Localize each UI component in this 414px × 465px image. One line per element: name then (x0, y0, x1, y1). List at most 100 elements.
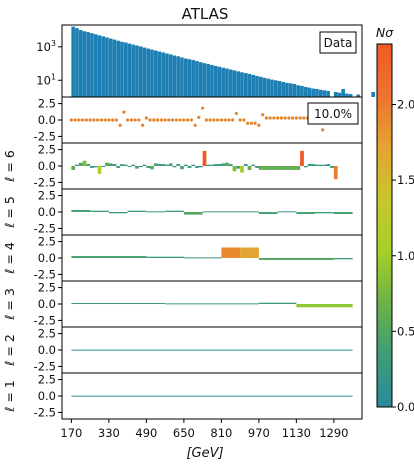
harmonic-label: ℓ = 1 (2, 380, 17, 413)
harmonic-bar (330, 166, 334, 168)
histogram-bar (266, 78, 270, 97)
data-point (133, 118, 137, 122)
data-point (257, 123, 261, 127)
harmonic-bar (195, 166, 199, 168)
histogram-bar (146, 48, 150, 97)
colorbar-tick-label: 1.5 (397, 173, 414, 187)
harmonic-bar (168, 163, 173, 166)
data-point (189, 118, 193, 122)
histogram-bar (198, 62, 203, 97)
x-tick-label: 1290 (319, 426, 348, 440)
data-point (279, 116, 283, 120)
y-tick-label: 0.0 (38, 343, 56, 357)
colorbar: 0.0 0.5 1.0 1.5 2.0 Nσ (376, 25, 414, 414)
data-point (88, 118, 92, 122)
data-point (231, 118, 235, 122)
harmonic-bar (315, 212, 334, 214)
harmonic-label: ℓ = 6 (2, 150, 17, 183)
histogram-bar (210, 64, 214, 97)
histogram-bar (262, 77, 267, 97)
histogram-bar (300, 85, 304, 97)
histogram-bar (217, 66, 222, 97)
histogram-bar (82, 31, 87, 98)
harmonic-bar (315, 164, 319, 166)
data-point (111, 118, 115, 122)
histogram-bar (127, 43, 132, 97)
data-point (253, 121, 257, 125)
harmonic-bar (146, 211, 166, 213)
histogram-bar (165, 53, 169, 97)
histogram-bar (135, 45, 139, 97)
harmonic-bar (285, 166, 289, 170)
histogram-bar (150, 49, 154, 97)
histogram-bar (202, 63, 207, 97)
y-tick-label: 2.5 (38, 373, 56, 387)
data-point (193, 123, 197, 127)
harmonic-bar (281, 166, 286, 170)
data-point (287, 116, 291, 120)
colorbar-gradient (376, 43, 393, 408)
x-tick-label: 650 (173, 426, 195, 440)
data-point (92, 118, 96, 122)
y-tick-label: 103 (36, 39, 56, 54)
harmonic-bar (292, 166, 297, 170)
histogram-bar (348, 94, 353, 97)
data-point (129, 118, 133, 122)
harmonic-bar (296, 212, 316, 214)
harmonic-bar (270, 166, 274, 170)
histogram-bar (341, 89, 345, 97)
harmonic-bar (183, 257, 222, 259)
harmonic-label: ℓ = 2 (2, 334, 17, 367)
harmonic-bar (258, 302, 297, 304)
harmonic-bar (210, 164, 214, 166)
harmonic-bar (71, 303, 166, 305)
harmonic-bar (258, 258, 297, 260)
data-point (137, 118, 141, 122)
harmonic-bar (228, 164, 233, 166)
harmonic-bar (296, 166, 301, 170)
data-point (84, 118, 88, 122)
data-point (302, 116, 306, 120)
histogram-bar (172, 55, 177, 97)
x-tick-label: 1130 (282, 426, 311, 440)
histogram-bar (270, 79, 274, 97)
y-tick-label: -2.5 (34, 313, 56, 327)
harmonic-bar (123, 164, 128, 166)
data-point (126, 118, 130, 122)
histogram-bar (71, 26, 75, 97)
harmonic-bar (221, 163, 226, 166)
harmonic-bar (225, 162, 229, 166)
histogram-bar (356, 94, 360, 97)
harmonic-bar (266, 166, 271, 170)
histogram-bar (318, 89, 323, 97)
harmonic-bar (97, 166, 102, 174)
harmonic-bar (157, 164, 162, 166)
data-point (152, 118, 156, 122)
harmonic-bar (300, 150, 304, 166)
y-tick-label: 0.0 (38, 389, 56, 403)
data-point (219, 118, 223, 122)
y-tick-label: -2.5 (34, 129, 56, 143)
harmonic-bar (131, 164, 136, 166)
data-point (171, 118, 175, 122)
histogram-bar (322, 90, 327, 97)
harmonic-bar (146, 256, 184, 258)
histogram-bar (225, 68, 229, 97)
harmonic-bar (240, 247, 259, 258)
x-tick-label: 970 (248, 426, 270, 440)
data-point (261, 113, 265, 117)
data-point (73, 118, 77, 122)
data-point (268, 116, 272, 120)
histogram-bar (228, 69, 233, 97)
data-point (276, 116, 280, 120)
harmonic-bar (90, 166, 94, 168)
data-point (103, 118, 107, 122)
harmonic-bar (78, 162, 83, 166)
histogram-bar (243, 73, 248, 97)
histogram-bar (90, 33, 94, 97)
y-tick-label: 0.0 (38, 205, 56, 219)
data-point (163, 118, 167, 122)
histogram-bar (123, 42, 128, 97)
data-point (197, 115, 201, 119)
data-point (238, 118, 242, 122)
